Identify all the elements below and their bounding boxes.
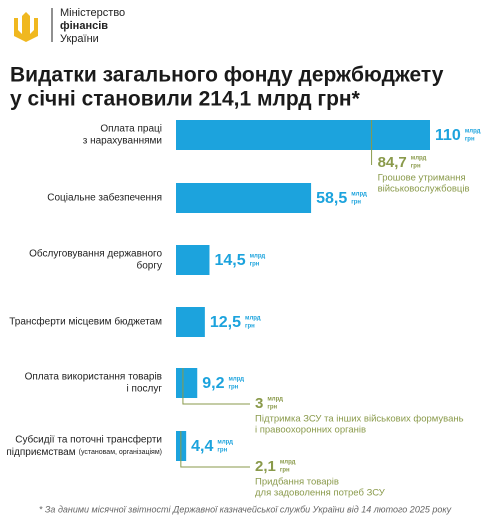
value-label: 110 (435, 127, 461, 144)
trident (14, 12, 38, 42)
unit-label: млрд (228, 377, 244, 383)
unit-label: грн (217, 448, 227, 454)
sub-note: Придбання товарів (255, 477, 339, 488)
unit-label: млрд (245, 316, 261, 322)
category-label: Соціальне забезпечення (47, 192, 162, 204)
unit-label: млрд (465, 129, 481, 135)
org-name: Міністерство (60, 7, 125, 19)
value-label: 58,5 (316, 190, 347, 207)
unit-label: грн (250, 262, 260, 268)
chart-title: у січні становили 214,1 млрд грн* (10, 88, 361, 111)
bar (176, 368, 198, 398)
category-label: Трансферти місцевим бюджетам (9, 316, 162, 328)
category-label: Оплата використання товарів (25, 372, 162, 383)
unit-label: млрд (351, 192, 367, 198)
sub-marker (182, 368, 250, 405)
sub-note: військовослужбовців (378, 184, 470, 195)
sub-note: Підтримка ЗСУ та інших військових формув… (255, 414, 464, 425)
footnote: * За даними місячної звітності Державної… (39, 504, 452, 514)
sub-value-label: 2,1 (255, 458, 276, 475)
org-name: України (60, 33, 99, 45)
category-label: Обслуговування державного (29, 248, 162, 260)
sub-marker (180, 431, 250, 468)
unit-label: грн (245, 324, 255, 330)
sub-value-label: 84,7 (378, 154, 407, 171)
unit-label: грн (267, 405, 277, 411)
category-label: Субсидії та поточні трансферти (15, 434, 162, 446)
bar (176, 245, 210, 275)
category-label-part: підприємствам (6, 447, 75, 458)
sub-value-label: 3 (255, 395, 263, 412)
unit-label: грн (280, 468, 290, 474)
category-label: боргу (137, 260, 163, 272)
logo (8, 8, 53, 44)
unit-label: грн (465, 137, 475, 143)
category-label: Оплата праці (100, 124, 162, 135)
unit-label: грн (228, 385, 238, 391)
category-label: підприємствам (установам, організаціям) (6, 447, 162, 458)
chart-title: Видатки загального фонду держбюджету (10, 64, 444, 87)
unit-label: млрд (217, 440, 233, 446)
category-label: і послуг (127, 384, 163, 395)
org-name: фінансів (60, 20, 108, 32)
bar (176, 307, 205, 337)
unit-label: млрд (267, 397, 283, 403)
unit-label: млрд (250, 254, 266, 260)
bar (176, 120, 430, 150)
sub-note: і правоохоронних органів (255, 425, 366, 436)
value-label: 9,2 (202, 375, 224, 392)
value-label: 14,5 (214, 252, 245, 269)
unit-label: млрд (280, 460, 296, 466)
unit-label: грн (351, 200, 361, 206)
category-note: (установам, організаціям) (79, 448, 162, 456)
value-label: 12,5 (210, 314, 241, 331)
sub-note: для задоволення потреб ЗСУ (255, 488, 386, 499)
value-label: 4,4 (191, 438, 213, 455)
unit-label: млрд (411, 156, 427, 162)
sub-note: Грошове утримання (378, 173, 466, 184)
bar (176, 183, 312, 213)
unit-label: грн (411, 164, 421, 170)
category-label: з нарахуваннями (83, 136, 162, 147)
